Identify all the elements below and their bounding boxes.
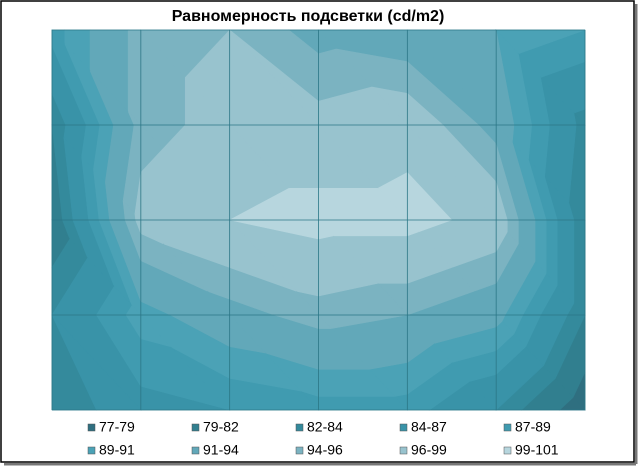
- legend-swatch: [191, 446, 200, 455]
- legend-label: 96-99: [411, 442, 447, 458]
- legend-swatch: [87, 446, 96, 455]
- plot-area: [51, 29, 586, 411]
- legend-swatch: [503, 423, 512, 432]
- contour-band: [317, 219, 408, 237]
- legend-swatch: [87, 423, 96, 432]
- legend-label: 79-82: [203, 419, 239, 435]
- legend-swatch: [399, 446, 408, 455]
- legend-label: 89-91: [99, 442, 135, 458]
- legend-swatch: [399, 423, 408, 432]
- legend-label: 94-96: [307, 442, 343, 458]
- legend-swatch: [295, 446, 304, 455]
- legend-label: 77-79: [99, 419, 135, 435]
- chart-title: Равномерность подсветки (cd/m2): [172, 8, 445, 25]
- legend-swatch: [191, 423, 200, 432]
- legend-label: 82-84: [307, 419, 343, 435]
- legend-swatch: [295, 423, 304, 432]
- contour-band: [127, 29, 142, 126]
- contour-band: [573, 219, 586, 316]
- legend-label: 87-89: [515, 419, 551, 435]
- legend: 77-79 79-82 82-84 84-87 87-89 89-91 91-94 94-96…: [87, 419, 559, 458]
- legend-swatch: [503, 446, 512, 455]
- legend-label: 91-94: [203, 442, 239, 458]
- legend-label: 99-101: [515, 442, 559, 458]
- legend-label: 84-87: [411, 419, 447, 435]
- contour-band: [318, 396, 409, 411]
